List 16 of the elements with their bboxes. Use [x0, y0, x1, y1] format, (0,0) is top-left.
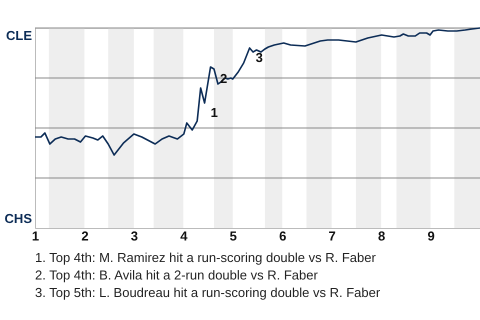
text: 3. Top 5th: L. Boudreau hit a run-scoring double vs R. Faber	[35, 285, 381, 300]
x-tick-label: 1	[32, 228, 40, 244]
text: CLE	[6, 28, 32, 43]
x-tick-label: 4	[180, 228, 188, 244]
text: CHS	[4, 211, 32, 226]
x-tick-label: 3	[130, 228, 138, 244]
x-tick-label: 9	[427, 228, 435, 244]
x-tick-label: 2	[81, 228, 89, 244]
x-tick-label: 6	[279, 228, 286, 244]
annotation: 3	[256, 50, 263, 65]
text: 2. Top 4th: B. Avila hit a 2-run double vs R. Faber	[35, 268, 318, 282]
text: 1. Top 4th: M. Ramirez hit a run-scoring double vs R. Faber	[35, 250, 376, 265]
annotation: 1	[210, 105, 218, 120]
x-tick-label: 7	[328, 228, 336, 244]
x-tick-label: 8	[378, 228, 386, 244]
x-tick-label: 5	[230, 228, 237, 244]
